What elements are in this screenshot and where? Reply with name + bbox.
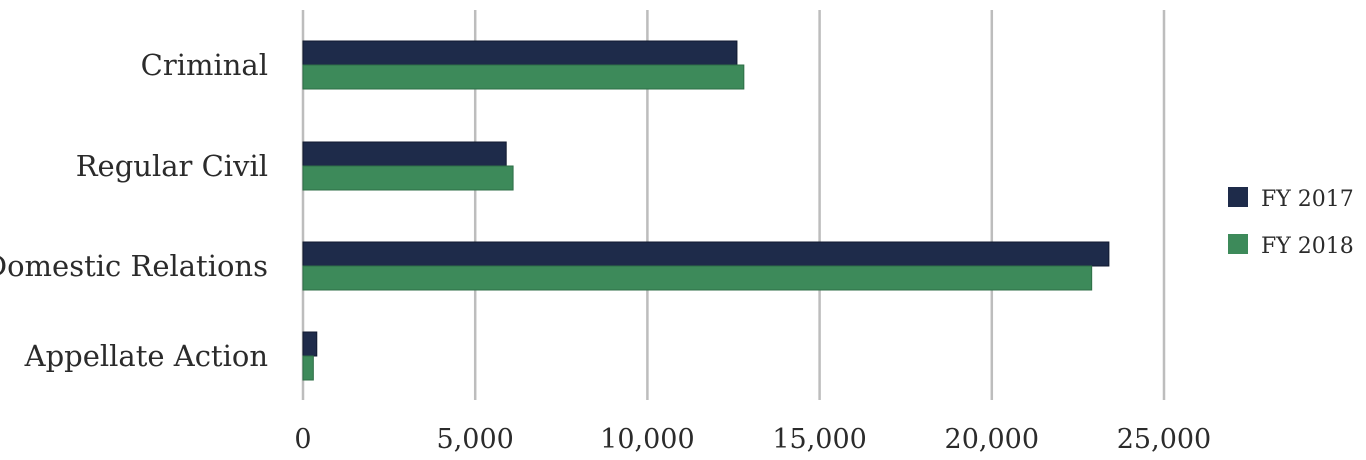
bar-fy-2018 (302, 64, 745, 90)
bar-fy-2017 (302, 331, 318, 357)
x-axis-tick-labels: 0 5,000 10,000 15,000 20,000 25,000 (294, 424, 1211, 455)
bar-fy-2018 (302, 265, 1093, 291)
x-tick-label: 15,000 (772, 424, 866, 455)
category-label: Appellate Action (24, 339, 268, 373)
legend: FY 2017 FY 2018 (1228, 187, 1354, 259)
legend-label: FY 2018 (1261, 234, 1354, 259)
bar-fy-2017 (302, 241, 1110, 267)
x-tick-label: 5,000 (437, 424, 514, 455)
bar-fy-2017 (302, 40, 738, 66)
legend-label: FY 2017 (1261, 187, 1354, 212)
bars (302, 40, 1110, 381)
bar-fy-2017 (302, 141, 507, 167)
bar-fy-2018 (302, 355, 314, 381)
x-tick-label: 25,000 (1117, 424, 1211, 455)
category-label: Domestic Relations (0, 249, 268, 283)
category-label: Regular Civil (76, 149, 268, 183)
legend-swatch (1228, 187, 1248, 207)
x-tick-label: 10,000 (600, 424, 694, 455)
category-label: Criminal (141, 48, 268, 82)
legend-swatch (1228, 234, 1248, 254)
x-tick-label: 0 (294, 424, 311, 455)
category-labels: Criminal Regular Civil Domestic Relations A… (0, 48, 268, 373)
x-tick-label: 20,000 (945, 424, 1039, 455)
bar-fy-2018 (302, 165, 514, 191)
